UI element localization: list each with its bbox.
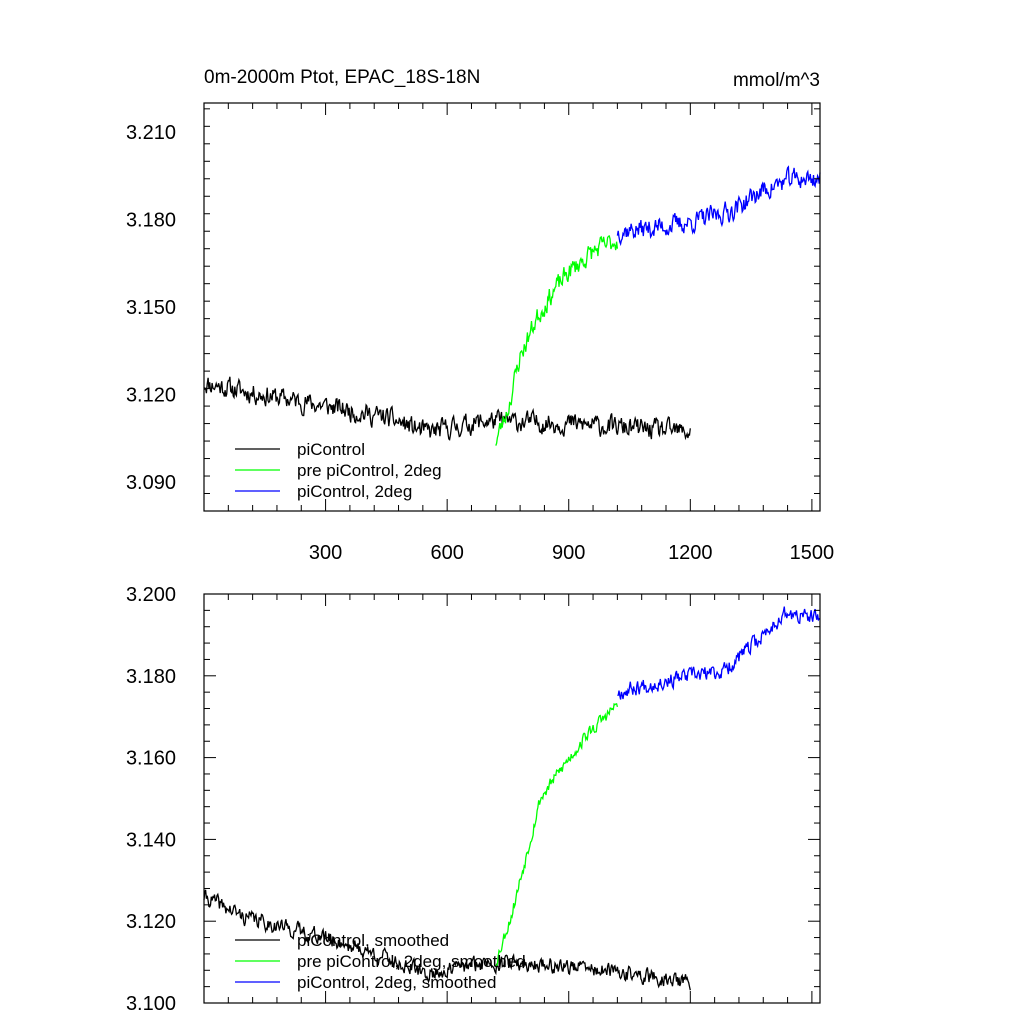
series-line-3 [616, 165, 821, 247]
y-tick-label: 3.120 [126, 911, 176, 933]
bottom-plot-frame [203, 593, 821, 1004]
series-line-1 [203, 376, 691, 441]
y-tick-label: 3.150 [126, 297, 176, 319]
series-line-3 [617, 606, 821, 700]
chart-title: 0m-2000m Ptot, EPAC_18S-18N [204, 67, 480, 88]
bottom-series-group [203, 606, 821, 991]
series-line-2 [495, 235, 619, 446]
y-tick-label: 3.200 [126, 584, 176, 606]
y-tick-label: 3.160 [126, 748, 176, 770]
legend-label: piControl [297, 440, 365, 459]
y-tick-label: 3.180 [126, 666, 176, 688]
bottom-panel: 3.100 3.120 3.140 3.160 3.180 3.200 piControl… [126, 584, 821, 1015]
x-tick-label: 1500 [790, 542, 835, 564]
y-tick-label: 3.140 [126, 829, 176, 851]
y-tick-label: 3.120 [126, 384, 176, 406]
legend-label: piControl, 2deg, smoothed [297, 973, 496, 992]
series-line-1 [203, 889, 691, 991]
bottom-y-tick-labels: 3.100 3.120 3.140 3.160 3.180 3.200 [126, 584, 176, 1015]
top-plot-frame [203, 102, 821, 512]
x-tick-label: 600 [430, 542, 463, 564]
legend-label: piControl, 2deg [297, 482, 412, 501]
units-label: mmol/m^3 [733, 70, 820, 91]
y-tick-label: 3.180 [126, 210, 176, 232]
x-tick-label: 900 [552, 542, 585, 564]
top-ticks [204, 103, 820, 512]
y-tick-label: 3.100 [126, 993, 176, 1015]
y-tick-label: 3.090 [126, 472, 176, 494]
top-legend: piControl pre piControl, 2deg piControl, 2… [235, 440, 442, 501]
bottom-legend: piControl, smoothed pre piControl, 2deg, … [235, 931, 526, 992]
legend-label: pre piControl, 2deg, smoothed [297, 952, 526, 971]
top-series-group [203, 165, 821, 446]
x-tick-label: 300 [309, 542, 342, 564]
y-tick-label: 3.210 [126, 122, 176, 144]
x-tick-label: 1200 [668, 542, 713, 564]
top-x-tick-labels: 300 600 900 1200 1500 [309, 542, 834, 564]
bottom-ticks [204, 593, 820, 1004]
legend-label: piControl, smoothed [297, 931, 449, 950]
series-line-2 [495, 702, 619, 967]
legend-label: pre piControl, 2deg [297, 461, 442, 480]
top-y-tick-labels: 3.090 3.120 3.150 3.180 3.210 [126, 122, 176, 494]
top-panel: 0m-2000m Ptot, EPAC_18S-18N mmol/m^3 3.0… [126, 67, 834, 564]
